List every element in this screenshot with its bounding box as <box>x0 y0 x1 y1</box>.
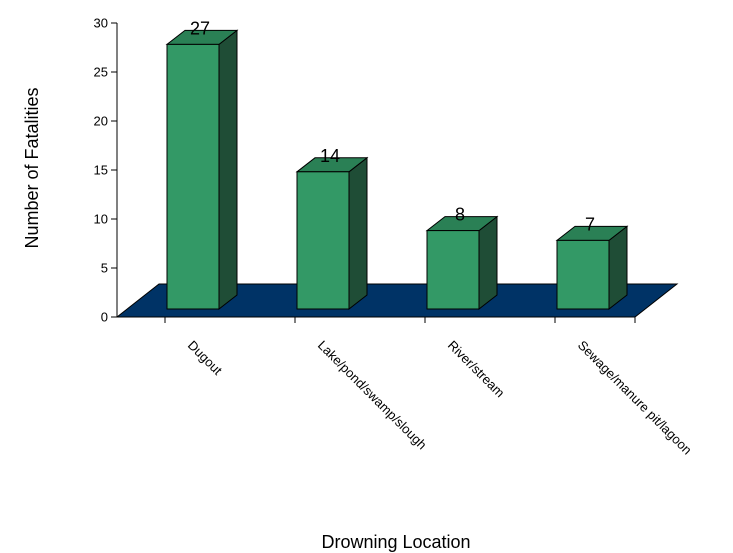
bar-value-label: 7 <box>585 214 595 234</box>
y-tick-label: 25 <box>94 65 108 80</box>
y-axis-title: Number of Fatalities <box>22 87 42 248</box>
x-category-label: Lake/pond/swamp/slough <box>315 338 430 453</box>
bar-side-face <box>218 29 238 311</box>
bar-front-face <box>556 239 610 310</box>
y-tick-label: 30 <box>94 16 108 31</box>
bar <box>295 156 369 311</box>
x-category-label: Dugout <box>185 338 226 379</box>
bar <box>555 225 629 311</box>
bar-value-label: 14 <box>320 146 340 166</box>
y-axis: 0 5 10 15 20 25 30 <box>94 16 636 325</box>
y-tick-label: 20 <box>94 114 108 129</box>
bar-value-label: 8 <box>455 205 465 225</box>
bar <box>425 215 499 311</box>
bar-front-face <box>166 43 220 310</box>
bar-value-label: 27 <box>190 18 210 38</box>
y-tick-label: 10 <box>94 212 108 227</box>
bars-layer <box>165 29 629 311</box>
bar-side-face <box>478 215 498 311</box>
bar-front-face <box>296 171 350 310</box>
x-axis-title: Drowning Location <box>321 532 470 552</box>
x-category-label: Sewage/manure pit/lagoon <box>575 338 695 458</box>
bar-side-face <box>348 156 368 311</box>
bar-front-face <box>426 230 480 310</box>
bar <box>165 29 239 311</box>
y-tick-label: 0 <box>101 310 108 325</box>
x-category-label: River/stream <box>445 338 508 401</box>
y-tick-label: 5 <box>101 261 108 276</box>
y-tick-label: 15 <box>94 163 108 178</box>
